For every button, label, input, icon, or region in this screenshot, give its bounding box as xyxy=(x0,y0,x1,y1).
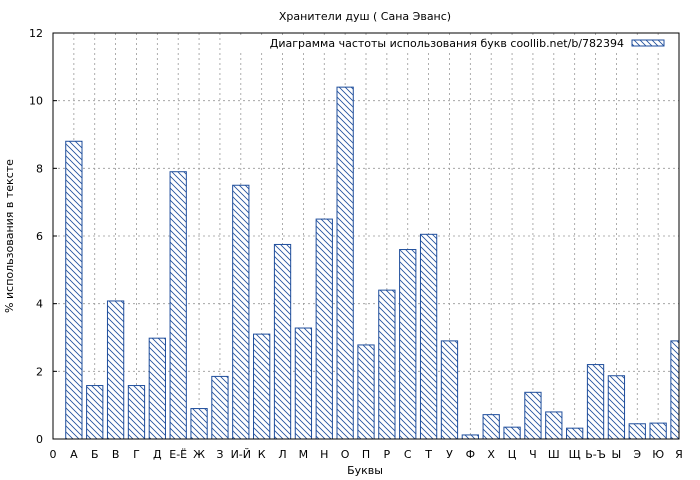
y-axis-label: % использования в тексте xyxy=(3,159,16,313)
bar xyxy=(169,171,187,440)
x-tick-label: С xyxy=(404,448,412,461)
x-tick-label: Б xyxy=(91,448,99,461)
x-tick-label: М xyxy=(299,448,309,461)
x-tick-label: К xyxy=(258,448,266,461)
bar xyxy=(148,337,166,440)
x-tick-label: О xyxy=(341,448,350,461)
bar xyxy=(106,300,125,440)
x-tick-label: Ю xyxy=(652,448,664,461)
x-tick-label: Х xyxy=(487,448,495,461)
x-tick-label: У xyxy=(446,448,453,461)
bar xyxy=(419,233,438,440)
bar xyxy=(211,375,229,440)
x-tick-label: Р xyxy=(384,448,391,461)
x-tick-label: Ж xyxy=(193,448,205,461)
bar xyxy=(607,375,626,440)
y-tick-label: 0 xyxy=(36,433,43,446)
bar xyxy=(503,426,521,440)
bar xyxy=(294,327,313,440)
bar xyxy=(461,434,479,440)
plot-frame xyxy=(52,32,680,440)
bar xyxy=(86,385,104,440)
bar xyxy=(524,391,542,440)
bar xyxy=(545,411,563,440)
x-tick-labels: 0 А Б В Г Д Е-Ё Ж З И-Й К Л М Н О П Р С Т У Ф Х Ц Ч Ш Щ Ь-Ъ Ы Э Ю Я xyxy=(50,448,683,461)
legend-swatch xyxy=(631,39,665,47)
bar xyxy=(357,344,375,440)
y-tick-label: 6 xyxy=(36,230,43,243)
x-tick-label: И-Й xyxy=(231,448,251,461)
x-tick-label: Я xyxy=(675,448,683,461)
bar xyxy=(482,414,500,440)
legend-box xyxy=(240,36,674,50)
bar xyxy=(315,218,333,440)
x-tick-label: Н xyxy=(320,448,328,461)
x-tick-label: Ч xyxy=(529,448,537,461)
x-tick-label: Ы xyxy=(612,448,622,461)
x-tick-label: Т xyxy=(424,448,432,461)
x-tick-label: Г xyxy=(133,448,140,461)
x-tick-label: Э xyxy=(633,448,641,461)
y-tick-label: 2 xyxy=(36,365,43,378)
bar xyxy=(566,427,584,440)
x-axis-label: Буквы xyxy=(347,464,383,477)
x-tick-label: Ш xyxy=(548,448,560,461)
bar xyxy=(127,385,146,440)
bar xyxy=(649,422,667,440)
bar xyxy=(440,340,459,440)
x-tick-label: З xyxy=(216,448,223,461)
bar xyxy=(232,184,250,440)
chart-title: Хранители душ ( Сана Эванс) xyxy=(279,10,451,23)
bar xyxy=(65,140,83,440)
bar xyxy=(586,364,605,440)
axes xyxy=(52,32,680,440)
x-tick-label: А xyxy=(70,448,78,461)
y-tick-labels: 0 2 4 6 8 10 12 xyxy=(29,27,43,446)
x-tick-label: Щ xyxy=(569,448,581,461)
y-tick-label: 10 xyxy=(29,95,43,108)
x-tick-label: Е-Ё xyxy=(169,448,187,461)
x-tick-label: Ф xyxy=(466,448,475,461)
bar xyxy=(628,423,646,440)
x-tick-label: Д xyxy=(153,448,162,461)
x-tick-label: Л xyxy=(278,448,286,461)
legend-label: Диаграмма частоты использования букв coo… xyxy=(270,37,624,50)
bar xyxy=(190,408,208,440)
x-tick-label: 0 xyxy=(50,448,57,461)
bar xyxy=(378,289,396,440)
x-tick-label: П xyxy=(362,448,370,461)
y-tick-label: 8 xyxy=(36,162,43,175)
y-tick-label: 4 xyxy=(36,298,43,311)
bar xyxy=(670,340,680,440)
y-tick-label: 12 xyxy=(29,27,43,40)
x-tick-label: Ц xyxy=(508,448,517,461)
bar xyxy=(399,249,417,440)
bar xyxy=(336,86,354,440)
bar xyxy=(253,333,271,440)
x-tick-label: В xyxy=(112,448,120,461)
x-tick-label: Ь-Ъ xyxy=(585,448,606,461)
bar xyxy=(273,243,292,440)
legend: Диаграмма частоты использования букв coo… xyxy=(240,36,674,50)
